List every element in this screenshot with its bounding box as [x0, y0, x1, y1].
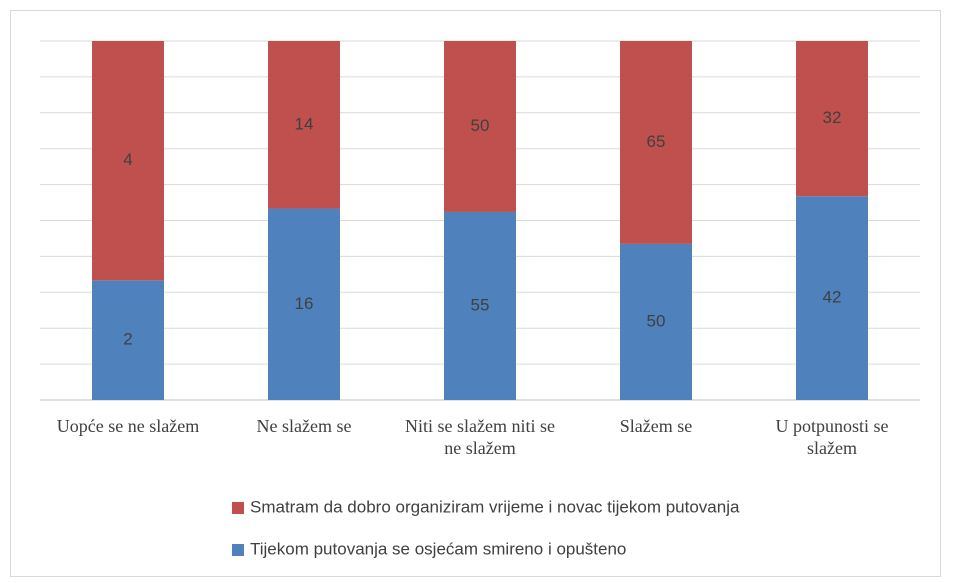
legend-label: Tijekom putovanja se osjećam smireno i o… — [250, 539, 626, 558]
data-label: 50 — [471, 116, 490, 135]
data-label: 4 — [123, 150, 132, 169]
legend-label: Smatram da dobro organiziram vrijeme i n… — [250, 497, 740, 516]
x-tick-label: U potpunosti se slažem — [775, 416, 889, 458]
data-label: 14 — [295, 114, 314, 133]
x-tick-label: Uopće se ne slažem — [56, 416, 200, 436]
data-label: 32 — [823, 108, 842, 127]
bar-segment — [620, 243, 692, 400]
bar-segment — [444, 211, 516, 400]
bar-segment — [444, 41, 516, 212]
x-tick-label: Niti se slažem niti se ne slažem — [405, 416, 555, 458]
bar-segment — [92, 41, 164, 281]
legend-swatch — [232, 502, 244, 514]
legend-swatch — [232, 544, 244, 556]
data-label: 55 — [471, 295, 490, 314]
data-label: 50 — [647, 311, 666, 330]
bar-segment — [796, 41, 868, 197]
bar-segment — [92, 280, 164, 400]
data-label: 16 — [295, 294, 314, 313]
bar-segment — [620, 41, 692, 244]
data-label: 42 — [823, 288, 842, 307]
data-label: 2 — [123, 330, 132, 349]
x-tick-label: Slažem se — [619, 416, 693, 436]
bar-segment — [796, 196, 868, 400]
data-label: 65 — [647, 132, 666, 151]
x-tick-label: Ne slažem se — [256, 416, 352, 436]
bar-segment — [268, 41, 340, 209]
bar-segment — [268, 208, 340, 400]
